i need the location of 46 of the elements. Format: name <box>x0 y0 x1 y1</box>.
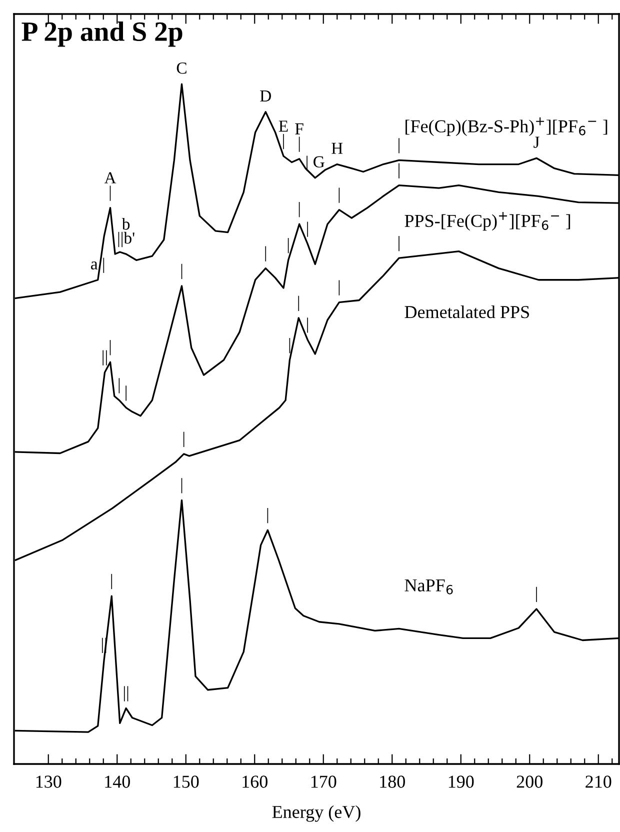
annotation: | <box>536 586 537 602</box>
series-label: Demetalated PPS <box>404 305 529 318</box>
annotation: | <box>181 478 182 494</box>
x-tick-label: 190 <box>448 776 474 788</box>
x-tick-label: 170 <box>311 776 336 788</box>
annotation: | <box>267 508 268 524</box>
annotation: | <box>181 264 182 280</box>
x-tick-label: 210 <box>586 776 612 788</box>
series-label: PPS-[Fe(Cp)$^{+}$][PF$_{6}$$^{−}$ ] <box>404 212 570 231</box>
annotation: | <box>338 280 340 296</box>
x-tick-label: 160 <box>242 776 268 788</box>
annotation: | <box>118 378 120 394</box>
annotation: | <box>111 574 112 590</box>
annotation: H <box>332 142 343 154</box>
x-tick-label: 150 <box>174 776 199 788</box>
x-tick-label: 130 <box>36 776 62 788</box>
annotation: || <box>124 686 128 702</box>
annotation: D <box>260 90 271 102</box>
annotation: | <box>289 338 290 354</box>
annotation: | <box>398 138 400 154</box>
annotation: | <box>398 236 400 252</box>
annotation: | <box>265 246 266 262</box>
annotation: F | <box>295 123 304 152</box>
annotation: | <box>110 340 111 356</box>
annotation: a | <box>91 258 104 273</box>
annotation: | <box>288 238 289 254</box>
x-tick-label: 140 <box>105 776 130 788</box>
annotation: || <box>102 350 107 366</box>
series-label: NaPF$_{6}$ <box>404 579 453 594</box>
chart-title: P 2p and S 2p <box>22 22 182 47</box>
annotation: | <box>338 188 340 203</box>
x-axis-title: Energy (eV) <box>272 805 360 822</box>
annotation: J <box>534 136 540 148</box>
annotation: C <box>176 62 186 74</box>
annotation: | <box>307 318 308 333</box>
annotation: | <box>298 202 300 218</box>
annotation: E | <box>278 120 288 150</box>
x-tick-label: 180 <box>380 776 405 788</box>
annotation: | <box>398 163 400 178</box>
annotation: A | <box>104 172 116 201</box>
annotation: b ||b' <box>118 218 134 248</box>
annotation: | <box>307 222 308 237</box>
annotation: | <box>183 432 184 447</box>
annotation: | <box>298 296 300 311</box>
series-label: [Fe(Cp)(Bz-S-Ph)$^{+}$][PF$_{6}$$^{−}$ ] <box>406 117 608 136</box>
x-tick-label: 200 <box>516 776 542 788</box>
